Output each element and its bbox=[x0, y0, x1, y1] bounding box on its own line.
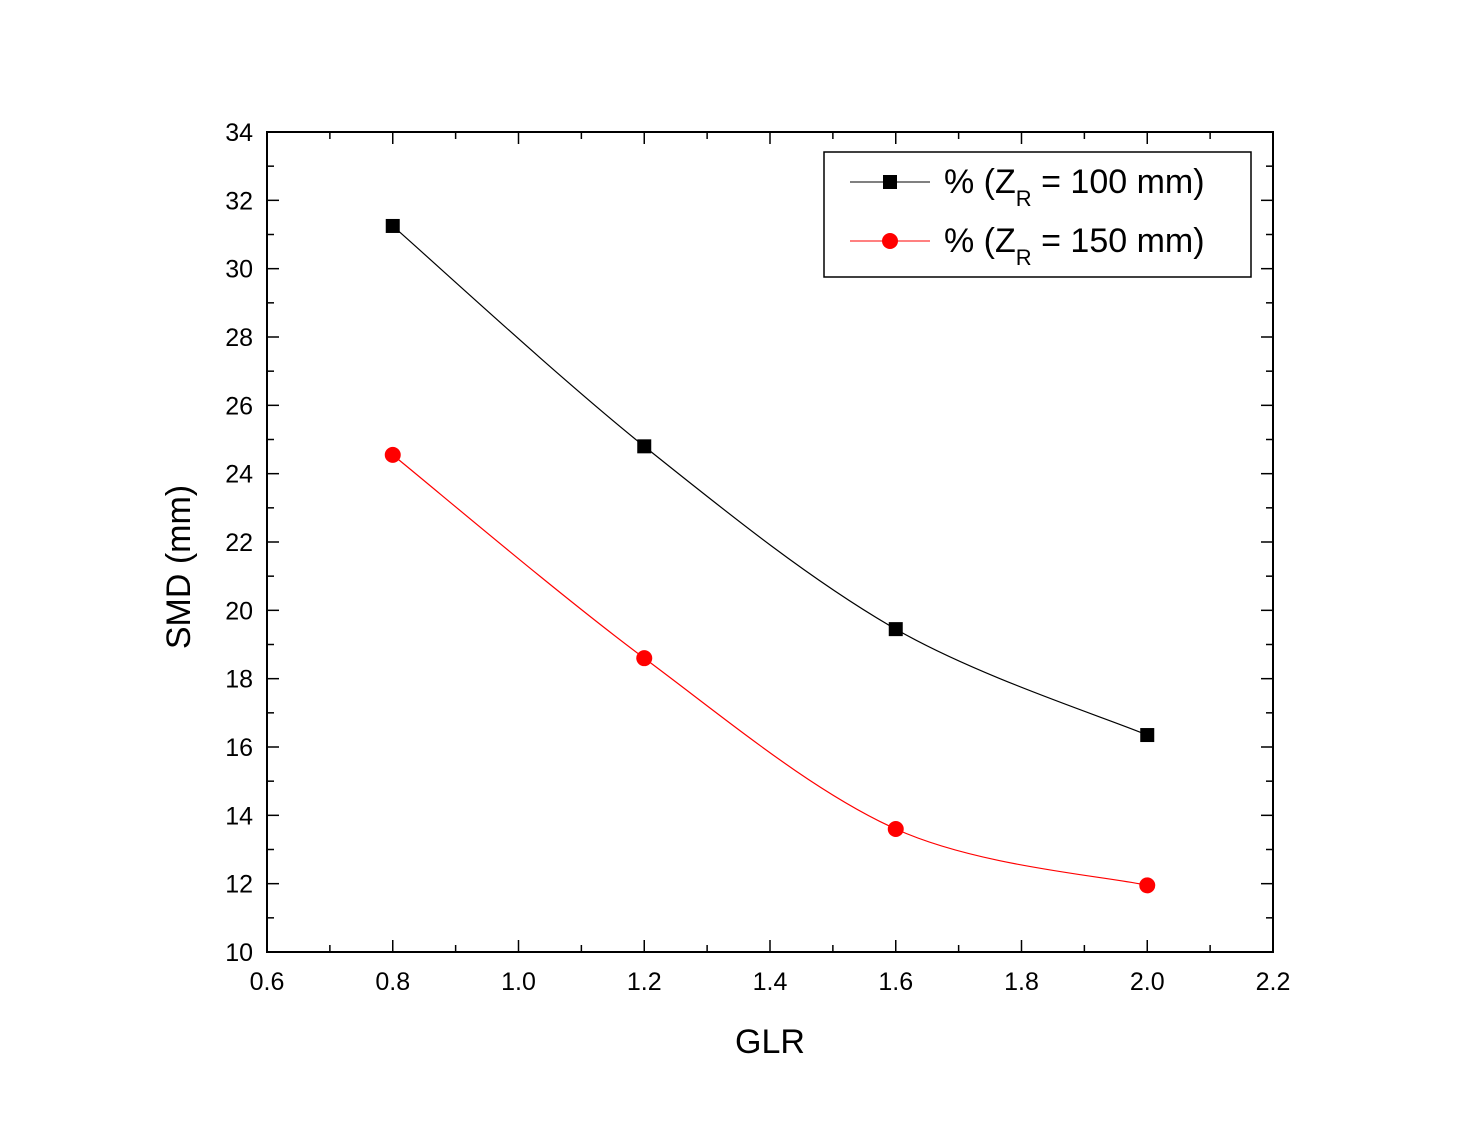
y-tick-labels: 10 12 14 16 18 20 22 24 26 28 30 32 34 bbox=[225, 119, 253, 967]
series-1-point bbox=[385, 218, 400, 233]
legend-label-1-main: % (Z bbox=[944, 163, 1016, 201]
y-tick-label: 22 bbox=[225, 529, 253, 557]
y-tick-label: 32 bbox=[225, 187, 253, 215]
series-2-point bbox=[887, 821, 904, 837]
legend-item-1: % (ZR = 100 mm) bbox=[850, 163, 1205, 211]
legend-label-2-sub: R bbox=[1016, 245, 1032, 270]
legend-label-1-sub: R bbox=[1016, 186, 1032, 211]
y-tick-label: 26 bbox=[225, 392, 253, 420]
legend-square-marker bbox=[883, 175, 897, 189]
series-2-point bbox=[384, 446, 401, 463]
x-tick-label: 2.2 bbox=[1256, 968, 1291, 996]
legend-circle-marker bbox=[882, 233, 898, 249]
x-tick-label: 1.8 bbox=[1004, 968, 1039, 996]
series-1-line bbox=[392, 225, 1148, 736]
y-tick-label: 28 bbox=[225, 324, 253, 352]
series-1-point bbox=[637, 439, 652, 454]
y-tick-label: 24 bbox=[225, 461, 253, 489]
y-axis-title: SMD (mm) bbox=[160, 485, 198, 649]
legend-label-1-tail: = 100 mm) bbox=[1032, 163, 1205, 201]
x-tick-label: 2.0 bbox=[1130, 968, 1165, 996]
x-tick-label: 0.8 bbox=[375, 968, 410, 996]
y-tick-label: 34 bbox=[225, 119, 253, 147]
y-tick-label: 18 bbox=[225, 666, 253, 694]
series-1-point bbox=[888, 622, 903, 637]
y-tick-label: 10 bbox=[225, 939, 253, 967]
series-2-point bbox=[1139, 877, 1156, 894]
x-tick-label: 0.6 bbox=[250, 968, 285, 996]
x-tick-label: 1.4 bbox=[753, 968, 788, 996]
series-2-point bbox=[636, 650, 653, 667]
x-tick-label: 1.6 bbox=[878, 968, 913, 996]
legend: % (ZR = 100 mm) % (ZR = 150 mm) bbox=[823, 151, 1252, 278]
legend-label-2-tail: = 150 mm) bbox=[1032, 222, 1205, 260]
y-tick-label: 30 bbox=[225, 256, 253, 284]
x-tick-labels: 0.6 0.8 1.0 1.2 1.4 1.6 1.8 2.0 2.2 bbox=[250, 968, 1291, 996]
legend-item-2: % (ZR = 150 mm) bbox=[850, 222, 1205, 270]
series-2-line bbox=[392, 454, 1148, 886]
series-1-point bbox=[1140, 728, 1155, 743]
x-tick-label: 1.0 bbox=[501, 968, 536, 996]
legend-label-2-main: % (Z bbox=[944, 222, 1016, 260]
svg-text:% (ZR = 100 mm): % (ZR = 100 mm) bbox=[944, 163, 1205, 211]
y-tick-label: 20 bbox=[225, 597, 253, 625]
axis-ticks bbox=[266, 131, 1274, 953]
y-tick-label: 16 bbox=[225, 734, 253, 762]
y-tick-label: 12 bbox=[225, 871, 253, 899]
series-layer bbox=[384, 218, 1156, 894]
x-axis-title: GLR bbox=[735, 1023, 805, 1061]
svg-text:% (ZR = 150 mm): % (ZR = 150 mm) bbox=[944, 222, 1205, 270]
x-tick-label: 1.2 bbox=[627, 968, 662, 996]
y-tick-label: 14 bbox=[225, 802, 253, 830]
legend-box bbox=[823, 151, 1252, 278]
